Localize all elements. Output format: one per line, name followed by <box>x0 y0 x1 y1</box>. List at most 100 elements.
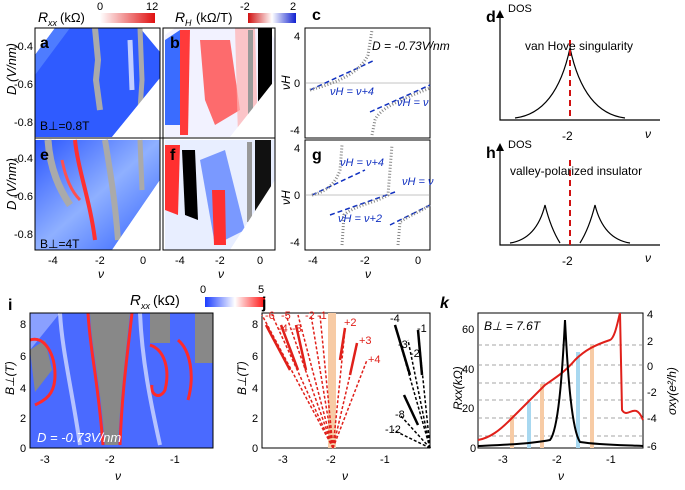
dos-ylabel: DOS <box>508 139 532 151</box>
ytick: -4 <box>290 125 300 137</box>
dos-ylabel: DOS <box>508 3 532 15</box>
ytick: 2 <box>252 413 258 425</box>
map-area <box>35 140 160 250</box>
black-label: -4 <box>390 313 400 325</box>
ytick: 8 <box>252 319 258 331</box>
gray-stripe <box>92 27 103 111</box>
ytick: 0 <box>20 443 26 455</box>
cbar-min: 0 <box>200 284 206 296</box>
fit-label: νH = ν+4 <box>330 86 374 98</box>
panel-label-d: d <box>486 9 496 26</box>
cbar-unit: (kΩ/T) <box>196 10 232 25</box>
ytick: 4 <box>294 31 300 43</box>
ytick: 0 <box>470 443 476 455</box>
panel-d: d DOS van Hove singularity -2 ν <box>486 3 660 143</box>
hall-trace <box>340 144 394 246</box>
annotation: D = -0.73V/nm <box>372 39 450 53</box>
panel-k: k B⊥ = 7.6T Rxx(kΩ) σxy(e²/h) 0 20 40 60… <box>440 295 679 483</box>
colorbar-rxx-i: R xx (kΩ) 0 5 <box>130 284 265 311</box>
xtick: -4 <box>175 255 185 267</box>
colorbar-rh-top: R H (kΩ/T) -2 2 <box>175 1 296 28</box>
xtick: 0 <box>257 255 263 267</box>
ytick-right: 2 <box>647 336 653 348</box>
ytick: 0 <box>252 443 258 455</box>
panel-label-i: i <box>8 297 12 314</box>
black-label: -2 <box>410 348 420 360</box>
panel-label-k: k <box>440 295 450 312</box>
ylabel: νH <box>279 75 293 90</box>
cbar-unit: (kΩ) <box>60 10 85 25</box>
panel-label-g: g <box>312 147 322 164</box>
fit-label: νH = ν+4 <box>340 157 384 169</box>
xlabel: ν <box>645 251 651 265</box>
panel-f: f <box>165 140 275 250</box>
plateau-bands <box>510 345 594 448</box>
ylabel-top: D (V/nm) <box>4 43 19 95</box>
cbar-max: 5 <box>258 284 264 296</box>
ytick: 4 <box>252 383 258 395</box>
ytick: 0 <box>294 78 300 90</box>
ytick: 6 <box>20 351 26 363</box>
xtick: 0 <box>140 255 146 267</box>
dos-curve <box>514 47 626 119</box>
cbar-max: 12 <box>146 1 158 13</box>
ytick: 4 <box>294 143 300 155</box>
ytick: -0.8 <box>14 117 33 129</box>
panel-label-e: e <box>40 147 49 164</box>
panel-label-f: f <box>170 147 176 164</box>
xtick: -2 <box>215 255 225 267</box>
red-label: +4 <box>368 354 381 366</box>
field-label-a: B⊥=0.8T <box>40 119 90 133</box>
panel-a: a B⊥=0.8T <box>35 27 160 137</box>
gray-region <box>90 313 130 445</box>
annotation: B⊥ = 7.6T <box>484 319 542 333</box>
hall-trace <box>396 203 431 246</box>
maps-axes: D (V/nm) D (V/nm) -0.4 -0.6 -0.8 -0.4 -0… <box>4 27 276 281</box>
cbar-gradient <box>248 13 296 23</box>
panel-e: e B⊥=4T <box>35 139 160 251</box>
panel-b: b <box>165 28 275 137</box>
xtick: -3 <box>40 454 50 466</box>
fit-label: νH = ν <box>397 97 429 109</box>
field-label-e: B⊥=4T <box>40 237 80 251</box>
ytick: -4 <box>290 237 300 249</box>
xlabel: ν <box>365 267 371 281</box>
ytick: -0.4 <box>14 153 33 165</box>
ytick: 2 <box>20 413 26 425</box>
annotation: D = -0.73V/nm <box>37 430 121 445</box>
panel-label-a: a <box>40 35 49 52</box>
ylabel-right: σxy(e²/h) <box>665 367 679 415</box>
red-label: +2 <box>344 317 357 329</box>
cbar-min: 0 <box>97 1 103 13</box>
ytick-right: 0 <box>647 361 653 373</box>
ytick: -0.6 <box>14 79 33 91</box>
red-fan <box>261 314 368 449</box>
ytick: -0.6 <box>14 191 33 203</box>
dos-title: valley-polarized insulator <box>510 164 642 178</box>
red-label: -5 <box>281 310 291 322</box>
ylabel-bottom: D (V/nm) <box>4 158 19 210</box>
panel-i: i D = -0.73V/nm B⊥(T) 0 2 4 6 8 -3 -2 -1… <box>3 297 214 483</box>
red-label: -4 <box>278 323 288 335</box>
xlabel: ν <box>645 127 651 141</box>
panel-h: h DOS valley-polarized insulator -2 ν <box>486 139 660 268</box>
xtick: -2 <box>552 454 562 466</box>
ytick-right: -6 <box>647 441 657 453</box>
xlabel: ν <box>218 267 224 281</box>
cbar-sub: H <box>185 18 192 28</box>
xlabel: ν <box>115 469 121 483</box>
panel-label-j: j <box>261 295 266 312</box>
ytick: 8 <box>20 319 26 331</box>
xtick: -2 <box>105 454 115 466</box>
ytick: -0.4 <box>14 41 33 53</box>
cbar-gradient <box>100 13 155 23</box>
dos-curve <box>509 204 561 244</box>
ytick: 4 <box>20 383 26 395</box>
dos-title: van Hove singularity <box>525 39 633 53</box>
cbar-min: -2 <box>240 1 250 13</box>
red-label: -2 <box>305 310 315 322</box>
ylabel-left: Rxx(kΩ) <box>451 366 465 410</box>
cbar-max: 2 <box>290 1 296 13</box>
hall-trace <box>309 29 374 92</box>
